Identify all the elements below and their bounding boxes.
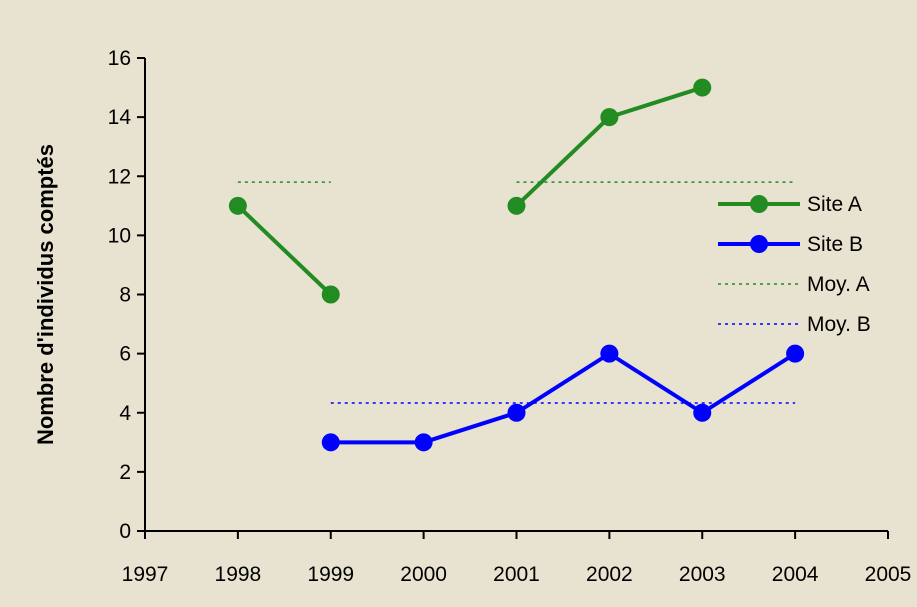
- data-point-site-b: [414, 433, 433, 452]
- series-line-site-a: [236, 204, 333, 296]
- series-line-site-b: [330, 351, 797, 445]
- data-point-site-a: [507, 196, 526, 215]
- y-axis-title: Nombre d'individus comptés: [33, 144, 58, 445]
- y-tick-label: 2: [119, 461, 131, 484]
- series-line-site-a: [515, 85, 703, 208]
- legend-label-site-a: Site A: [807, 193, 862, 216]
- x-tick-label: 2002: [586, 563, 633, 586]
- y-tick-label: 14: [108, 106, 132, 129]
- axes: [137, 57, 889, 539]
- legend-label-moy-a: Moy. A: [807, 273, 870, 296]
- legend-label-moy-b: Moy. B: [807, 313, 871, 336]
- x-tick-label: 2004: [772, 563, 819, 586]
- data-point-site-a: [693, 78, 712, 97]
- y-tick-label: 0: [119, 520, 131, 543]
- x-tick-label: 1999: [307, 563, 354, 586]
- y-tick-label: 12: [108, 165, 131, 188]
- y-tick-label: 4: [119, 402, 131, 425]
- x-tick-label: 1998: [215, 563, 262, 586]
- data-point-site-b: [321, 433, 340, 452]
- y-tick-label: 16: [108, 47, 131, 70]
- data-point-site-b: [507, 403, 526, 422]
- tick-labels: 0 2 4 6 8 10 12 14 16 1997 1998 1999 2000 2001 2002 200…: [33, 47, 911, 586]
- legend: Site A Site B Moy. A Moy. B: [718, 193, 871, 336]
- data-point-site-a: [321, 285, 340, 304]
- y-tick-label: 8: [119, 284, 131, 307]
- legend-marker-site-b: [750, 235, 768, 253]
- y-tick-label: 6: [119, 343, 131, 366]
- data-point-site-b: [693, 403, 712, 422]
- x-tick-label: 2003: [679, 563, 726, 586]
- series-lines: [228, 78, 805, 452]
- y-tick-label: 10: [108, 224, 131, 247]
- x-tick-label: 1997: [122, 563, 169, 586]
- legend-marker-site-a: [750, 195, 768, 213]
- legend-label-site-b: Site B: [807, 233, 863, 256]
- data-point-site-b: [600, 344, 619, 363]
- mean-lines: [237, 181, 796, 404]
- x-tick-label: 2000: [400, 563, 447, 586]
- data-point-site-a: [228, 196, 247, 215]
- x-tick-label: 2001: [493, 563, 540, 586]
- data-point-site-a: [600, 108, 619, 127]
- x-tick-label: 2005: [865, 563, 912, 586]
- data-point-site-b: [786, 344, 805, 363]
